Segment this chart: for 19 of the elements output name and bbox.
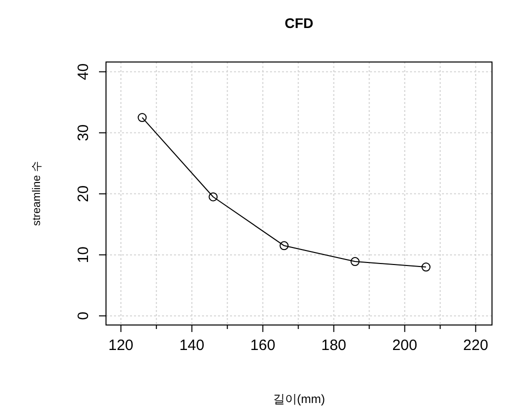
point xyxy=(280,241,289,250)
y-tick-label: 10 xyxy=(75,246,92,264)
x-axis-title: 길이(mm) xyxy=(273,392,325,406)
x-tick-label: 200 xyxy=(392,337,418,354)
y-tick-label: 0 xyxy=(75,312,92,320)
x-tick-label: 140 xyxy=(179,337,204,354)
x-tick-label: 220 xyxy=(463,337,488,354)
y-tick-label: 30 xyxy=(75,124,92,142)
y-tick-label: 40 xyxy=(75,63,92,80)
y-axis-title: streamline 수 xyxy=(31,161,43,226)
x-tick-label: 180 xyxy=(321,337,346,354)
point xyxy=(208,192,218,202)
point xyxy=(138,113,147,122)
y-tick-label: 20 xyxy=(75,185,92,202)
x-tick-label: 160 xyxy=(250,337,276,354)
x-tick-label: 120 xyxy=(108,337,134,354)
chart-title: CFD xyxy=(284,15,314,31)
point xyxy=(422,262,431,272)
point xyxy=(350,257,360,266)
